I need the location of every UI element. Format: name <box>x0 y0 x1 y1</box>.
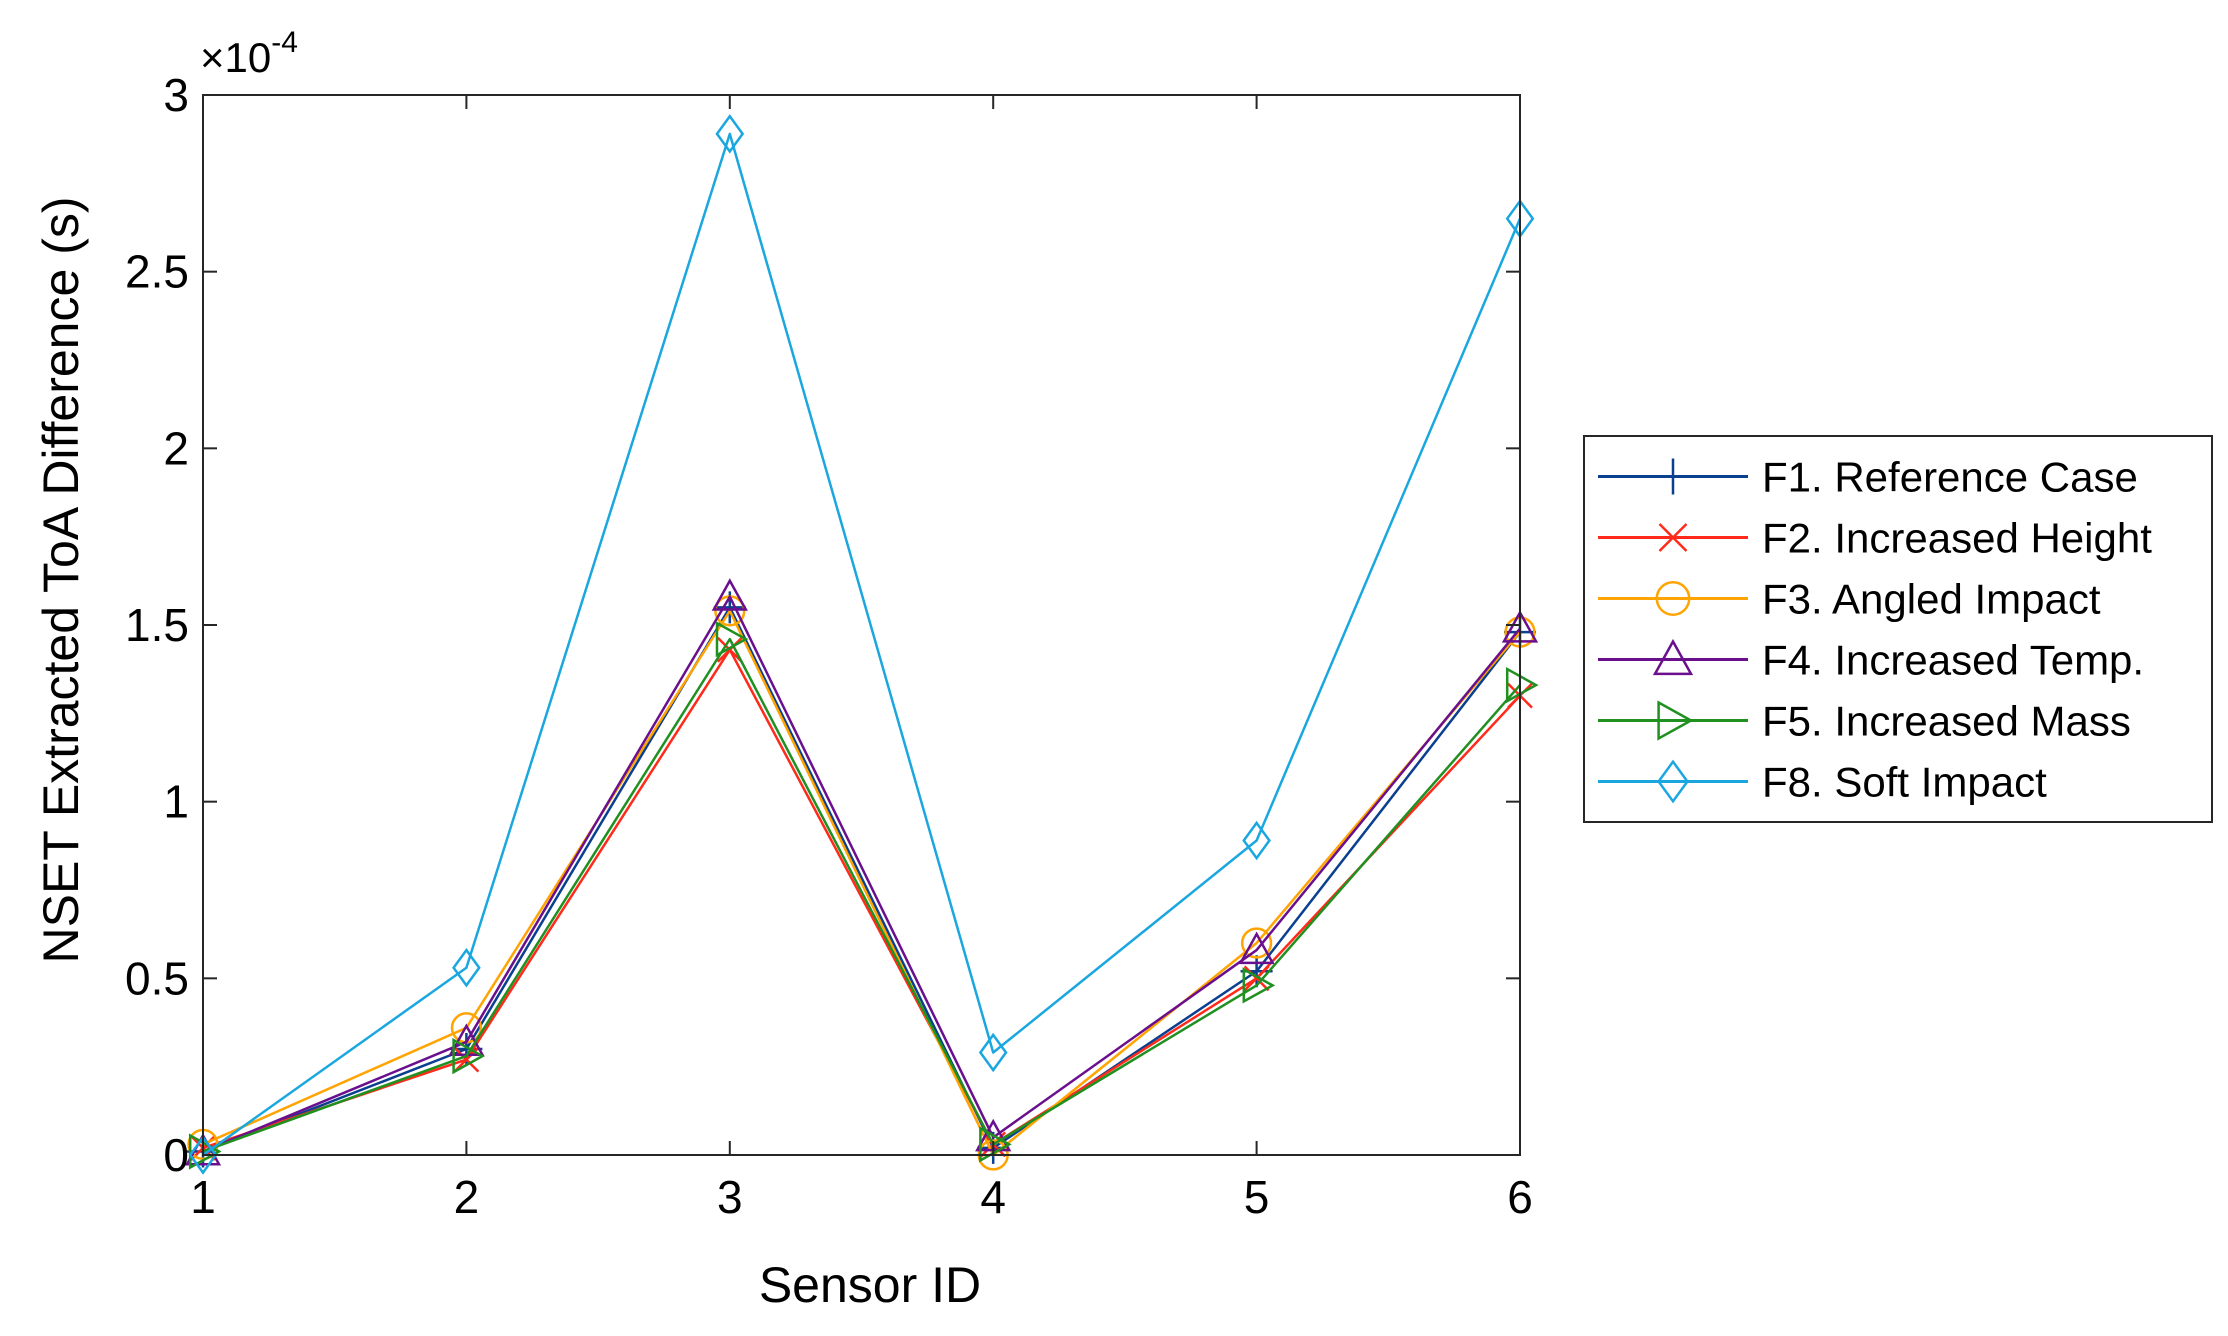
y-exponent-label: ×10-4 <box>200 26 298 81</box>
x-tick-label: 3 <box>717 1171 743 1223</box>
series-line <box>202 606 1521 1153</box>
x-tick-label: 5 <box>1244 1171 1270 1223</box>
data-point-marker <box>715 114 745 154</box>
legend-entry: F3. Angled Impact <box>1598 576 2101 623</box>
data-point-marker <box>716 636 743 663</box>
x-tick-label: 6 <box>1507 1171 1533 1223</box>
x-tick-label: 2 <box>454 1171 480 1223</box>
y-exponent-prefix: ×10 <box>200 34 271 81</box>
series-layer <box>184 114 1539 1175</box>
axes-layer: 1 2 3 4 5 6 0 0.5 1 1.5 2 2.5 3 <box>125 69 1533 1223</box>
legend-box <box>1583 435 2213 823</box>
data-point-marker <box>1242 820 1271 861</box>
legend-marker <box>1657 759 1689 804</box>
plot-area <box>203 95 1520 1155</box>
legend-label: F4. Increased Temp. <box>1762 637 2144 684</box>
x-axis-label: Sensor ID <box>759 1257 981 1313</box>
data-point-marker <box>978 1032 1008 1073</box>
x-tick-label: 4 <box>980 1171 1006 1223</box>
series-5 <box>188 621 1539 1170</box>
y-exponent-power: -4 <box>271 26 298 59</box>
data-point-marker <box>979 1126 1012 1163</box>
legend-label: F8. Soft Impact <box>1762 759 2047 806</box>
legend-label: F2. Increased Height <box>1762 515 2152 562</box>
legend-marker <box>1657 700 1694 741</box>
legend-entry: F4. Increased Temp. <box>1598 637 2144 684</box>
data-point-marker <box>1240 927 1273 959</box>
legend-marker <box>1655 458 1691 495</box>
legend-label: F1. Reference Case <box>1762 454 2138 501</box>
data-point-marker <box>711 578 748 611</box>
data-point-marker <box>452 948 481 988</box>
data-point-marker <box>1242 967 1276 1004</box>
series-line <box>202 595 1521 1153</box>
y-tick-label: 1.5 <box>125 599 189 651</box>
y-tick-label: 2.5 <box>125 246 189 298</box>
y-tick-label: 0.5 <box>125 952 189 1004</box>
legend-entry: F8. Soft Impact <box>1598 759 2047 806</box>
data-point-marker <box>1505 666 1539 704</box>
x-tick-label: 1 <box>190 1171 216 1223</box>
series-line <box>202 609 1521 1157</box>
data-point-marker <box>188 1133 222 1170</box>
legend-label: F5. Increased Mass <box>1762 698 2131 745</box>
data-point-marker <box>188 1135 218 1175</box>
legend-marker <box>1658 523 1688 552</box>
data-point-marker <box>1238 931 1275 965</box>
y-tick-label: 3 <box>163 69 189 121</box>
y-tick-label: 0 <box>163 1129 189 1181</box>
data-point-marker <box>1243 965 1270 992</box>
series-line <box>202 648 1521 1150</box>
legend-entry: F2. Increased Height <box>1598 515 2152 562</box>
data-point-marker <box>452 1037 485 1075</box>
legend-marker <box>1652 638 1694 676</box>
series-line <box>202 132 1522 1157</box>
legend-entry: F1. Reference Case <box>1598 454 2138 501</box>
y-tick-label: 2 <box>163 422 189 474</box>
series-6 <box>188 114 1535 1175</box>
plot-area-background <box>203 95 1520 1155</box>
legend: F1. Reference Case F2. Increased Height F3… <box>1583 435 2213 823</box>
legend-label: F3. Angled Impact <box>1762 576 2101 623</box>
legend-entry: F5. Increased Mass <box>1598 698 2131 745</box>
y-tick-label: 1 <box>163 776 189 828</box>
y-axis-label: NSET Extracted ToA Difference (s) <box>33 197 89 964</box>
series-line <box>202 637 1521 1153</box>
data-point-marker <box>715 621 749 658</box>
legend-marker <box>1655 581 1691 616</box>
